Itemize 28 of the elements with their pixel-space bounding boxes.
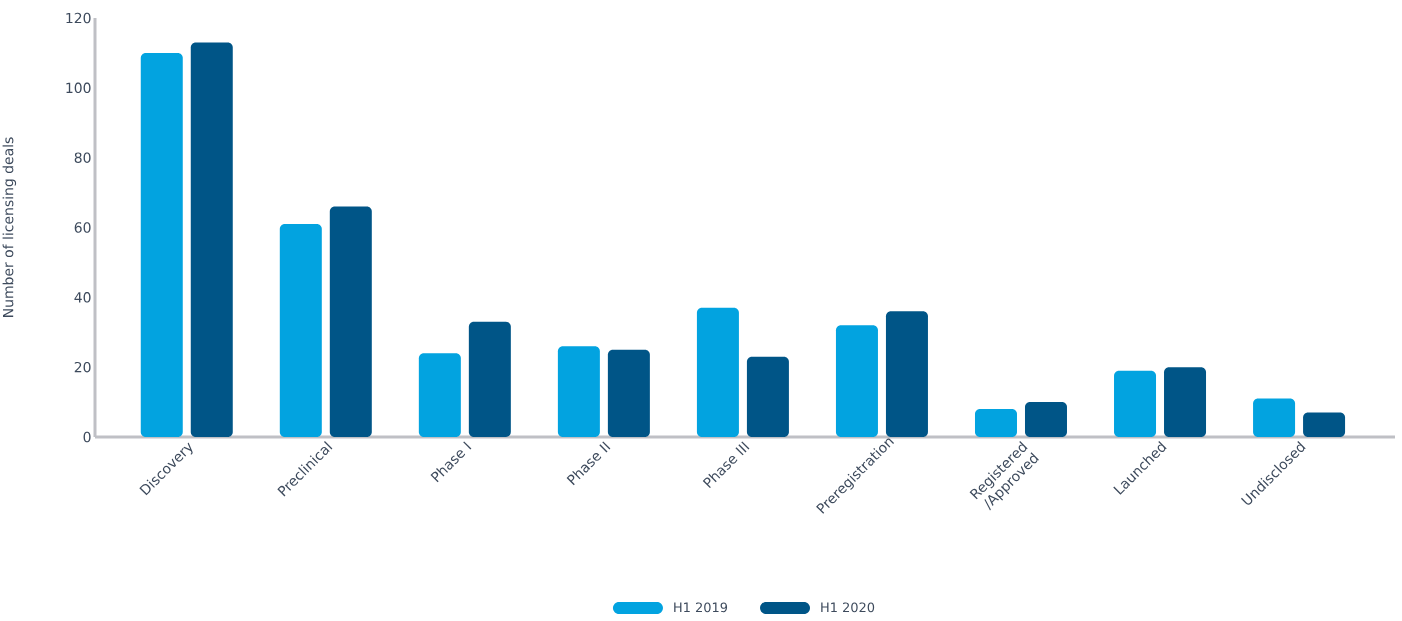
- y-tick-label: 100: [66, 82, 91, 94]
- y-axis-title: Number of licensing deals: [2, 137, 17, 317]
- y-tick-label: 120: [66, 12, 91, 24]
- bar: [140, 52, 183, 437]
- bar: [468, 321, 511, 437]
- bar: [557, 346, 600, 437]
- bar: [190, 42, 233, 437]
- bar: [1253, 398, 1296, 437]
- bar: [1114, 370, 1157, 437]
- bar: [279, 224, 322, 437]
- bar: [974, 409, 1017, 437]
- bar: [1024, 402, 1067, 437]
- bar: [1164, 367, 1207, 437]
- legend-label: H1 2019: [674, 602, 728, 613]
- bar: [696, 307, 739, 437]
- bar: [418, 353, 461, 437]
- y-tick-label: 40: [74, 292, 91, 303]
- y-tick-label: 20: [74, 361, 91, 373]
- legend-label: H1 2020: [821, 602, 875, 613]
- y-tick-label: 60: [74, 222, 91, 233]
- bar: [1303, 412, 1346, 437]
- bar: [746, 356, 789, 437]
- bar: [607, 349, 650, 437]
- bar: [835, 325, 878, 437]
- bar: [329, 206, 372, 437]
- bar: [885, 311, 928, 437]
- y-tick-label: 80: [74, 152, 91, 163]
- y-tick-label: 0: [83, 431, 91, 443]
